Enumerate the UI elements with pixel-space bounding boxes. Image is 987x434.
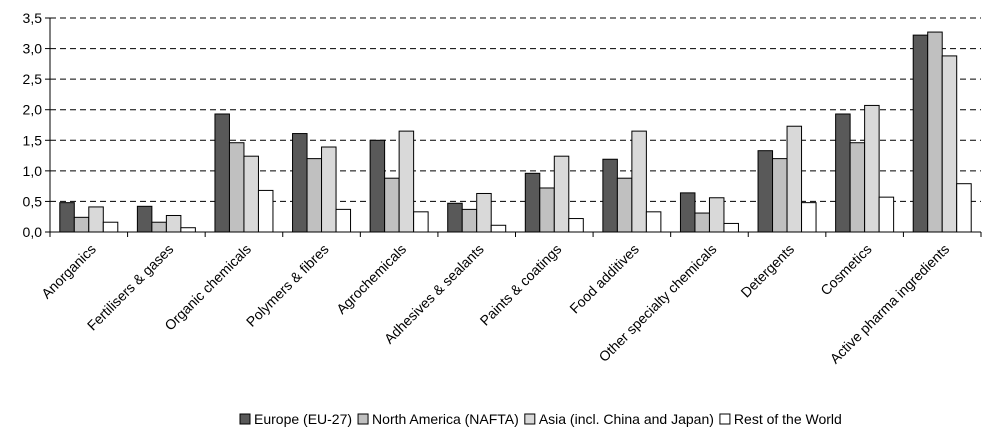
bar [786,125,803,233]
y-tick-label: 3,5 [23,10,43,26]
bar [461,208,478,233]
y-tick-label: 1,0 [23,163,43,179]
bars [59,31,972,233]
legend-label: Asia (incl. China and Japan) [539,411,714,427]
bar [136,205,153,233]
bar [398,130,415,233]
bar [878,196,895,233]
legend-swatch [524,413,536,425]
bar [616,177,633,233]
bar [801,202,817,233]
x-category-label: Polymers & fibres [243,241,332,330]
bar [835,113,851,233]
bar [88,206,104,233]
bar [180,227,196,233]
bar [151,221,167,233]
bar [490,224,507,233]
bar [102,221,119,233]
bar [292,133,308,233]
x-category-label: Anorganics [38,241,99,302]
bar [447,202,463,233]
y-tick-label: 1,5 [23,132,43,148]
bar [59,202,75,233]
bar [956,183,972,233]
bar [568,218,584,233]
bar [165,214,182,233]
x-category-label: Agrochemicals [333,241,409,317]
bar [306,158,323,233]
bar [912,34,929,233]
bar [694,212,710,233]
bar [257,189,274,233]
legend-label: Europe (EU-27) [254,411,352,427]
y-tick-label: 0,5 [23,193,43,209]
bar [602,158,618,233]
bar [321,146,337,233]
x-category-label: Detergents [737,241,797,301]
y-tick-label: 2,5 [23,71,43,87]
bar [413,211,429,233]
legend-label: North America (NAFTA) [372,411,519,427]
bar [708,197,725,233]
legend-swatch [239,413,251,425]
bar [645,211,662,233]
bar [539,187,555,233]
x-category-label: Organic chemicals [161,241,254,334]
legend-label: Rest of the World [734,411,842,427]
bar [864,104,880,233]
bar [73,216,90,233]
legend-swatch [357,413,369,425]
y-tick-label: 0,0 [23,224,43,240]
bar [384,177,400,233]
axes [45,17,982,237]
bar [228,142,245,233]
bar [524,172,541,233]
bar [927,31,943,233]
bar [757,150,774,233]
legend: Europe (EU-27) North America (NAFTA) Asia … [239,411,842,427]
y-tick-labels: 0,0 0,5 1,0 1,5 2,0 2,5 3,0 3,5 [23,10,43,240]
x-category-label: Food additives [566,241,642,317]
bar [553,155,570,233]
gridlines [50,17,981,202]
y-tick-label: 2,0 [23,102,43,118]
bar [679,192,696,233]
x-category-label: Cosmetics [817,241,875,299]
bar [849,142,866,233]
x-category-label: Paints & coatings [477,241,565,329]
bar [941,55,958,233]
bar [723,222,739,233]
bar [772,158,788,233]
y-tick-label: 3,0 [23,41,43,57]
bar [476,192,492,233]
bar [369,139,386,233]
bar [243,155,259,233]
bar [335,208,352,233]
bar [214,113,230,233]
legend-swatch [719,413,731,425]
bar [631,130,647,233]
